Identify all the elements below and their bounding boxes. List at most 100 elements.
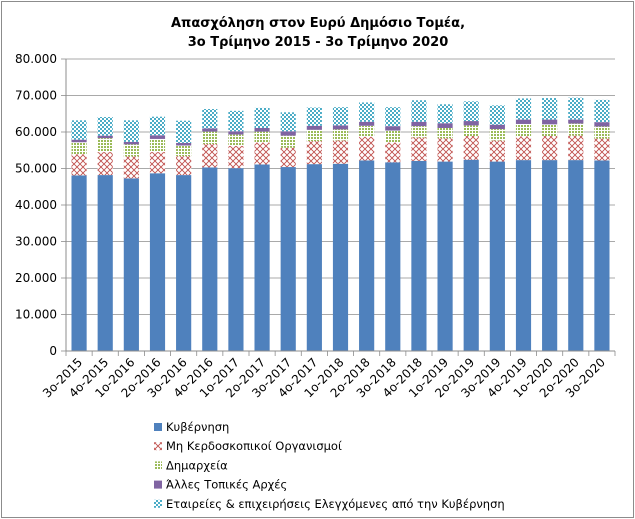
bar-segment-4 (149, 135, 166, 139)
bar-segment-1 (254, 164, 270, 351)
axes (65, 59, 615, 352)
bar-segment-1 (97, 175, 113, 351)
y-tick-label: 10.000 (15, 308, 57, 322)
bar-segment-5 (542, 98, 558, 120)
legend-swatch (154, 461, 162, 470)
bar-segment-1 (306, 164, 322, 351)
bar-segment-5 (149, 116, 166, 136)
bar-segment-5 (254, 107, 270, 128)
bar-segment-5 (228, 110, 244, 132)
bar-segment-2 (568, 135, 584, 161)
bar-segment-5 (332, 107, 349, 126)
bar-segment-3 (176, 145, 192, 157)
bar-segment-1 (71, 175, 87, 351)
bar-segment-4 (176, 142, 192, 146)
bar-segment-5 (385, 107, 401, 127)
bar-segment-3 (332, 129, 349, 141)
bar-segment-3 (542, 124, 558, 137)
bar-segment-4 (280, 131, 296, 136)
bar-segment-3 (202, 131, 218, 145)
bar-segment-3 (97, 138, 113, 153)
bar-segment-2 (463, 136, 479, 160)
bar-segment-5 (568, 97, 584, 120)
bar-segment-2 (515, 136, 532, 161)
bar-segment-3 (594, 126, 610, 139)
bar-segment-4 (202, 128, 218, 132)
bar-segment-3 (149, 138, 166, 153)
bar-segment-4 (332, 125, 349, 130)
bar-segment-4 (411, 121, 427, 127)
bar-segment-2 (542, 136, 558, 161)
bar-segment-1 (385, 162, 401, 351)
bar-segment-5 (515, 98, 532, 120)
bar-segment-4 (568, 119, 584, 124)
bar-segment-1 (489, 161, 505, 351)
bar-segment-4 (71, 139, 87, 143)
bar-segment-5 (463, 101, 479, 122)
bar-segment-2 (254, 142, 270, 165)
y-axis-ticks: 0 10.000 20.000 30.000 40.000 50.000 60.000 70.… (15, 52, 66, 358)
bar-segment-5 (411, 100, 427, 122)
bar-segment-3 (489, 129, 505, 141)
bar-segment-5 (176, 120, 192, 143)
bar-segment-1 (149, 173, 166, 351)
bar-segment-2 (123, 156, 139, 179)
bar-segment-1 (463, 159, 479, 351)
bar-segment-3 (280, 135, 296, 148)
bar-segment-1 (437, 161, 453, 351)
bar-segment-3 (437, 127, 453, 139)
bar-segment-5 (306, 107, 322, 126)
bar-segment-4 (594, 122, 610, 127)
bar-segment-5 (202, 109, 218, 129)
bar-segment-2 (280, 147, 296, 168)
bar-segment-3 (385, 130, 401, 143)
bar-segment-2 (202, 144, 218, 168)
bar-segment-1 (568, 160, 584, 351)
bar-segment-5 (437, 104, 453, 124)
bar-segment-2 (385, 142, 401, 163)
bar-segment-4 (306, 125, 322, 130)
bar-segment-4 (542, 119, 558, 125)
bar-segment-3 (306, 129, 322, 142)
bar-segment-3 (515, 123, 532, 137)
bar-segment-4 (515, 119, 532, 124)
bar-segment-4 (489, 124, 505, 130)
legend: Κυβέρνηση Μη Κερδοσκοπικοί Οργανισμοί Δημα… (154, 420, 505, 511)
bar-segment-2 (71, 154, 87, 176)
bar-segment-1 (411, 160, 427, 351)
bar-segment-4 (228, 131, 244, 135)
bar-segment-5 (359, 102, 375, 122)
bar-segment-3 (411, 126, 427, 138)
bar-segment-4 (123, 141, 139, 145)
bar-segment-4 (359, 121, 375, 126)
legend-label: Μη Κερδοσκοπικοί Οργανισμοί (166, 439, 342, 453)
legend-label: Εταιρείες & επιχειρήσεις Ελεγχόμενες από… (166, 497, 505, 511)
bar-segment-4 (463, 121, 479, 126)
bar-segment-3 (71, 142, 87, 155)
bar-segment-3 (254, 131, 270, 143)
bar-segment-5 (123, 120, 139, 142)
y-tick-label: 50.000 (15, 162, 57, 176)
bar-segment-3 (463, 125, 479, 137)
bar-segment-4 (254, 127, 270, 132)
bar-segment-1 (359, 160, 375, 351)
legend-swatch (154, 442, 162, 451)
legend-swatch (154, 480, 162, 489)
bar-segment-5 (489, 105, 505, 125)
bar-segment-2 (594, 138, 610, 161)
bar-segment-2 (149, 152, 166, 174)
chart-subtitle: 3ο Τρίμηνο 2015 - 3ο Τρίμηνο 2020 (188, 35, 449, 50)
bar-segment-2 (97, 152, 113, 176)
bar-segment-2 (489, 140, 505, 162)
bar-segment-2 (176, 156, 192, 176)
bar-segment-2 (359, 136, 375, 161)
bar-segment-5 (97, 117, 113, 136)
bar-segment-4 (97, 135, 113, 139)
bar-segment-1 (176, 175, 192, 351)
bar-segment-3 (228, 134, 244, 146)
bar-segment-2 (306, 141, 322, 165)
legend-label: Δημαρχεία (166, 458, 228, 472)
legend-swatch (154, 423, 162, 431)
bar-segment-5 (71, 120, 87, 140)
